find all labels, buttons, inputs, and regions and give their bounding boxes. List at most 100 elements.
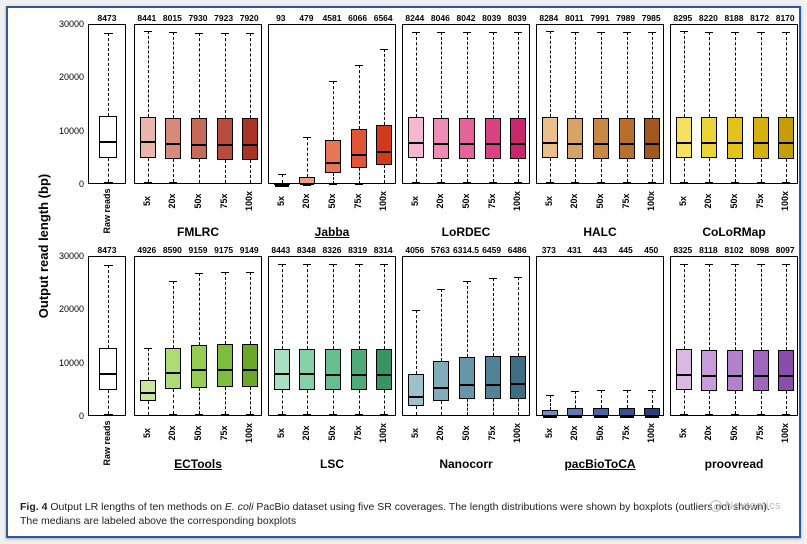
whisker	[359, 168, 360, 184]
whisker-cap	[571, 32, 579, 33]
whisker-cap	[329, 184, 337, 185]
boxplot-box	[644, 408, 660, 416]
median-label: 8314	[374, 245, 393, 255]
whisker-cap	[104, 33, 113, 34]
whisker	[282, 174, 283, 183]
y-tick: 10000	[59, 358, 84, 368]
whisker	[173, 159, 174, 182]
whisker-cap	[705, 414, 713, 415]
median-line	[352, 154, 366, 156]
whisker-cap	[546, 31, 554, 32]
whisker	[148, 158, 149, 182]
whisker	[575, 32, 576, 117]
panel-row-2: 01000020000300008473Raw reads49265x85902…	[58, 248, 798, 473]
boxplot-box	[408, 117, 424, 158]
whisker	[601, 390, 602, 408]
x-tick: 100x	[780, 419, 790, 447]
whisker-cap	[489, 415, 497, 416]
whisker	[108, 158, 109, 182]
median-label: 6459	[482, 245, 501, 255]
boxplot-box	[217, 118, 233, 160]
median-label: 7920	[240, 13, 259, 23]
median-label: 5763	[431, 245, 450, 255]
boxplot-box	[753, 117, 769, 159]
x-tick: 50x	[327, 419, 337, 447]
boxplot-box	[593, 118, 609, 160]
whisker	[148, 401, 149, 415]
whisker-cap	[144, 348, 152, 349]
whisker-cap	[169, 414, 177, 415]
x-tick: 100x	[378, 187, 388, 215]
median-line	[511, 383, 525, 385]
boxplot-box	[433, 118, 449, 159]
whisker-cap	[680, 182, 688, 183]
boxplot-box	[274, 183, 290, 185]
whisker	[282, 264, 283, 349]
whisker-cap	[246, 33, 254, 34]
x-tick: 5x	[142, 187, 152, 215]
median-label: 8188	[725, 13, 744, 23]
median-label: 8326	[323, 245, 342, 255]
whisker-cap	[169, 32, 177, 33]
whisker-cap	[782, 182, 790, 183]
whisker	[307, 137, 308, 177]
median-line	[620, 143, 634, 145]
whisker	[575, 391, 576, 408]
median-line	[702, 375, 716, 377]
x-tick: 100x	[512, 187, 522, 215]
boxplot-box	[325, 349, 341, 390]
boxplot-box	[542, 117, 558, 159]
whisker	[684, 31, 685, 116]
median-line	[192, 144, 206, 146]
whisker-cap	[757, 32, 765, 33]
median-line	[434, 143, 448, 145]
y-tick: 30000	[59, 19, 84, 29]
y-tick: 0	[79, 411, 84, 421]
median-label: 8319	[348, 245, 367, 255]
whisker	[173, 281, 174, 348]
panel-plot	[268, 24, 396, 184]
median-line	[100, 141, 116, 143]
whisker-cap	[571, 391, 579, 392]
whisker-cap	[329, 264, 337, 265]
whisker	[786, 264, 787, 349]
median-line	[377, 374, 391, 376]
median-label: 8325	[673, 245, 692, 255]
whisker-cap	[278, 174, 286, 175]
x-tick: 75x	[755, 419, 765, 447]
boxplot-box	[727, 350, 743, 391]
median-line	[243, 369, 257, 371]
median-label: 8039	[508, 13, 527, 23]
median-line	[352, 374, 366, 376]
whisker	[709, 158, 710, 182]
whisker-cap	[489, 32, 497, 33]
panel-title: FMLRC	[134, 225, 262, 239]
whisker-cap	[195, 33, 203, 34]
x-tick: 75x	[621, 187, 631, 215]
whisker	[761, 264, 762, 349]
whisker	[550, 31, 551, 116]
boxplot-box	[299, 349, 315, 390]
median-label: 8441	[137, 13, 156, 23]
median-label: 8046	[431, 13, 450, 23]
whisker	[384, 264, 385, 349]
median-label: 431	[567, 245, 581, 255]
x-tick: 75x	[487, 187, 497, 215]
whisker	[333, 390, 334, 414]
whisker	[786, 32, 787, 117]
median-label: 93	[276, 13, 285, 23]
boxplot-box	[778, 117, 794, 159]
whisker	[359, 390, 360, 414]
boxplot-box	[351, 129, 367, 168]
median-label: 9175	[214, 245, 233, 255]
x-tick: 50x	[595, 187, 605, 215]
whisker	[467, 159, 468, 182]
x-tick: 100x	[780, 187, 790, 215]
x-tick: 20x	[167, 419, 177, 447]
panel-plot	[536, 256, 664, 416]
whisker-cap	[731, 182, 739, 183]
x-tick: 5x	[410, 187, 420, 215]
whisker-cap	[221, 183, 229, 184]
whisker-cap	[329, 414, 337, 415]
whisker-cap	[303, 137, 311, 138]
